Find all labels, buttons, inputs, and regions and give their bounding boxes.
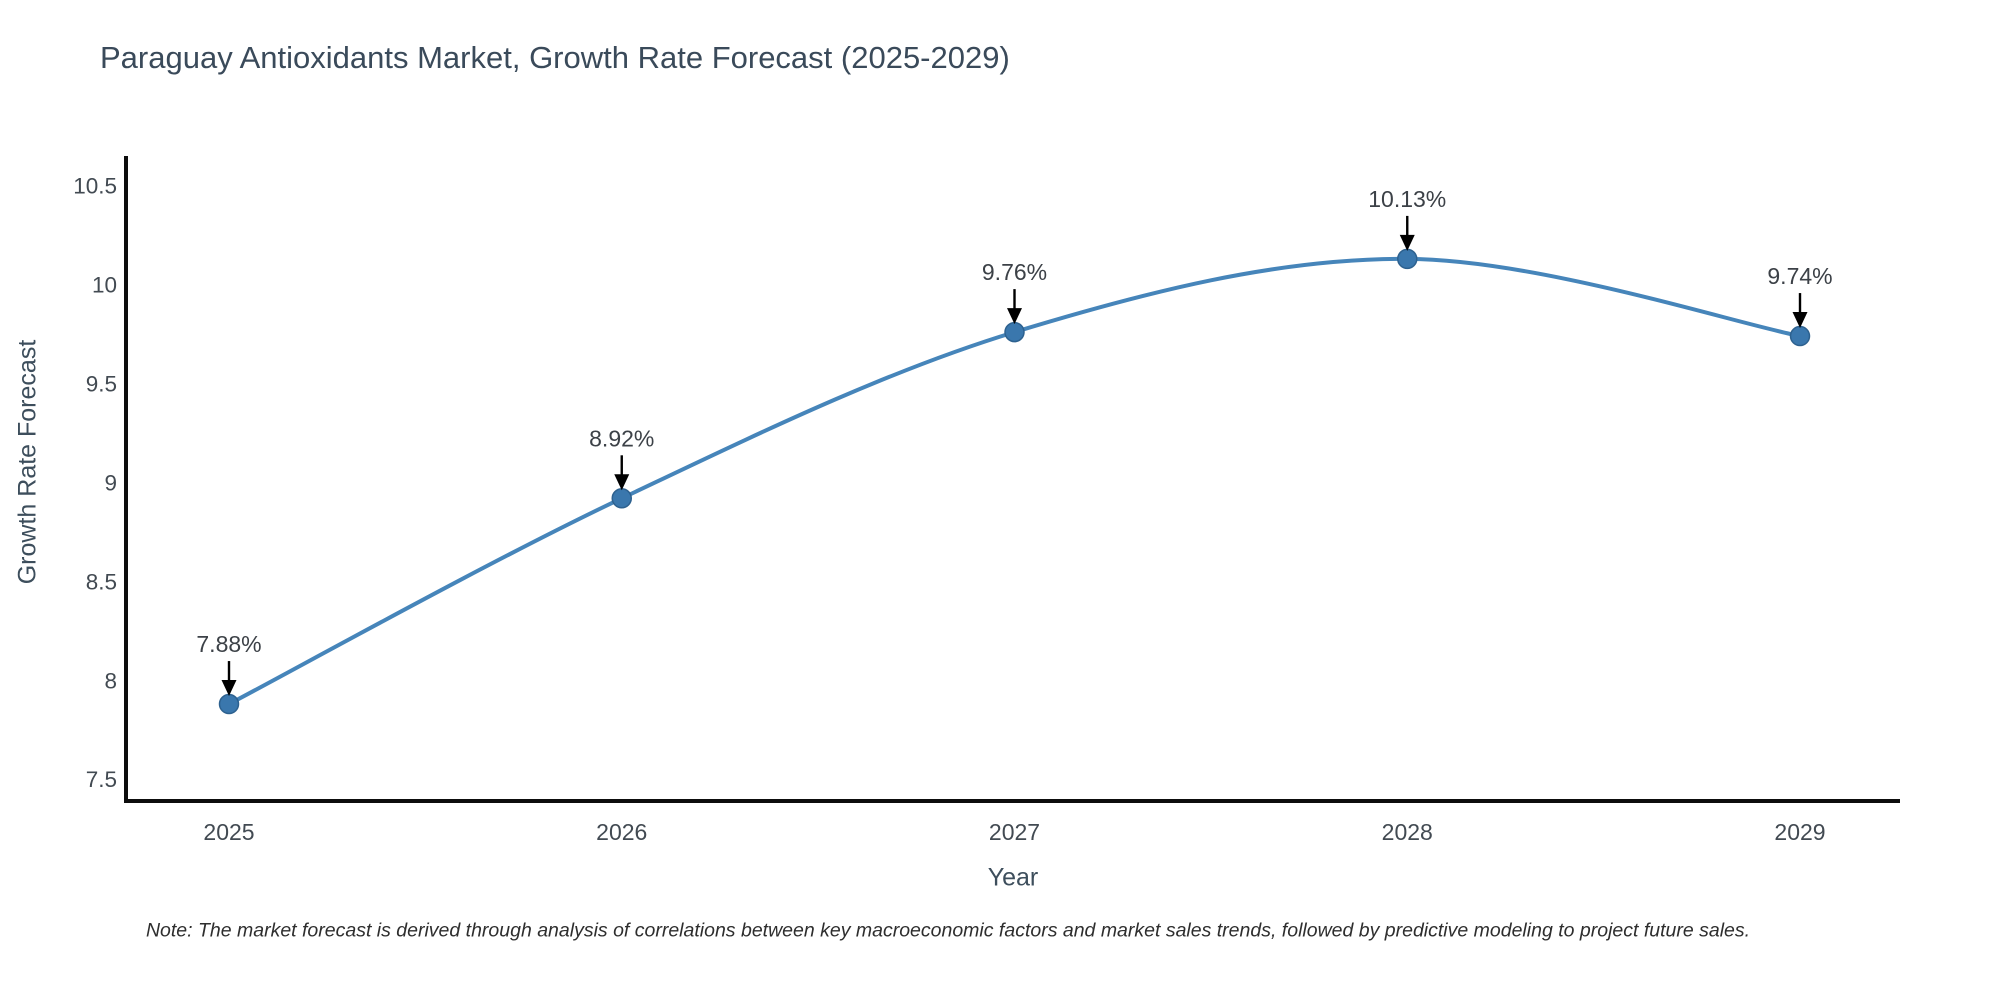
data-point-marker xyxy=(1004,321,1025,343)
x-tick-label: 2028 xyxy=(1382,819,1433,845)
annotation-arrow-head xyxy=(1399,234,1415,251)
data-point-label: 9.76% xyxy=(982,259,1047,285)
data-point-label: 9.74% xyxy=(1767,263,1832,289)
x-tick-label: 2025 xyxy=(203,819,254,845)
annotation-arrow-head xyxy=(1007,308,1022,325)
x-axis-label: Year xyxy=(987,863,1039,892)
x-tick-label: 2029 xyxy=(1774,819,1825,845)
annotation-arrow-head xyxy=(614,474,630,491)
data-point-label: 10.13% xyxy=(1368,186,1446,212)
chart-title: Paraguay Antioxidants Market, Growth Rat… xyxy=(100,40,1010,75)
x-tick-label: 2026 xyxy=(596,819,647,845)
y-tick-label: 9.5 xyxy=(86,372,117,397)
data-point-marker xyxy=(1789,325,1811,347)
y-tick-label: 8.5 xyxy=(86,569,117,594)
data-point-marker xyxy=(1397,248,1418,270)
chart-footnote: Note: The market forecast is derived thr… xyxy=(145,919,1751,942)
y-tick-label: 10 xyxy=(92,273,117,298)
annotation-arrow-head xyxy=(221,680,237,697)
x-tick-label: 2027 xyxy=(989,819,1040,845)
data-point-marker xyxy=(611,488,632,509)
data-point-marker xyxy=(218,693,240,715)
annotation-arrow-head xyxy=(1792,312,1808,329)
data-point-label: 8.92% xyxy=(589,425,654,451)
y-tick-label: 8 xyxy=(104,668,117,693)
y-tick-label: 10.5 xyxy=(73,174,117,199)
y-tick-label: 7.5 xyxy=(86,767,117,792)
data-point-label: 7.88% xyxy=(196,631,261,657)
y-tick-label: 9 xyxy=(104,470,117,495)
